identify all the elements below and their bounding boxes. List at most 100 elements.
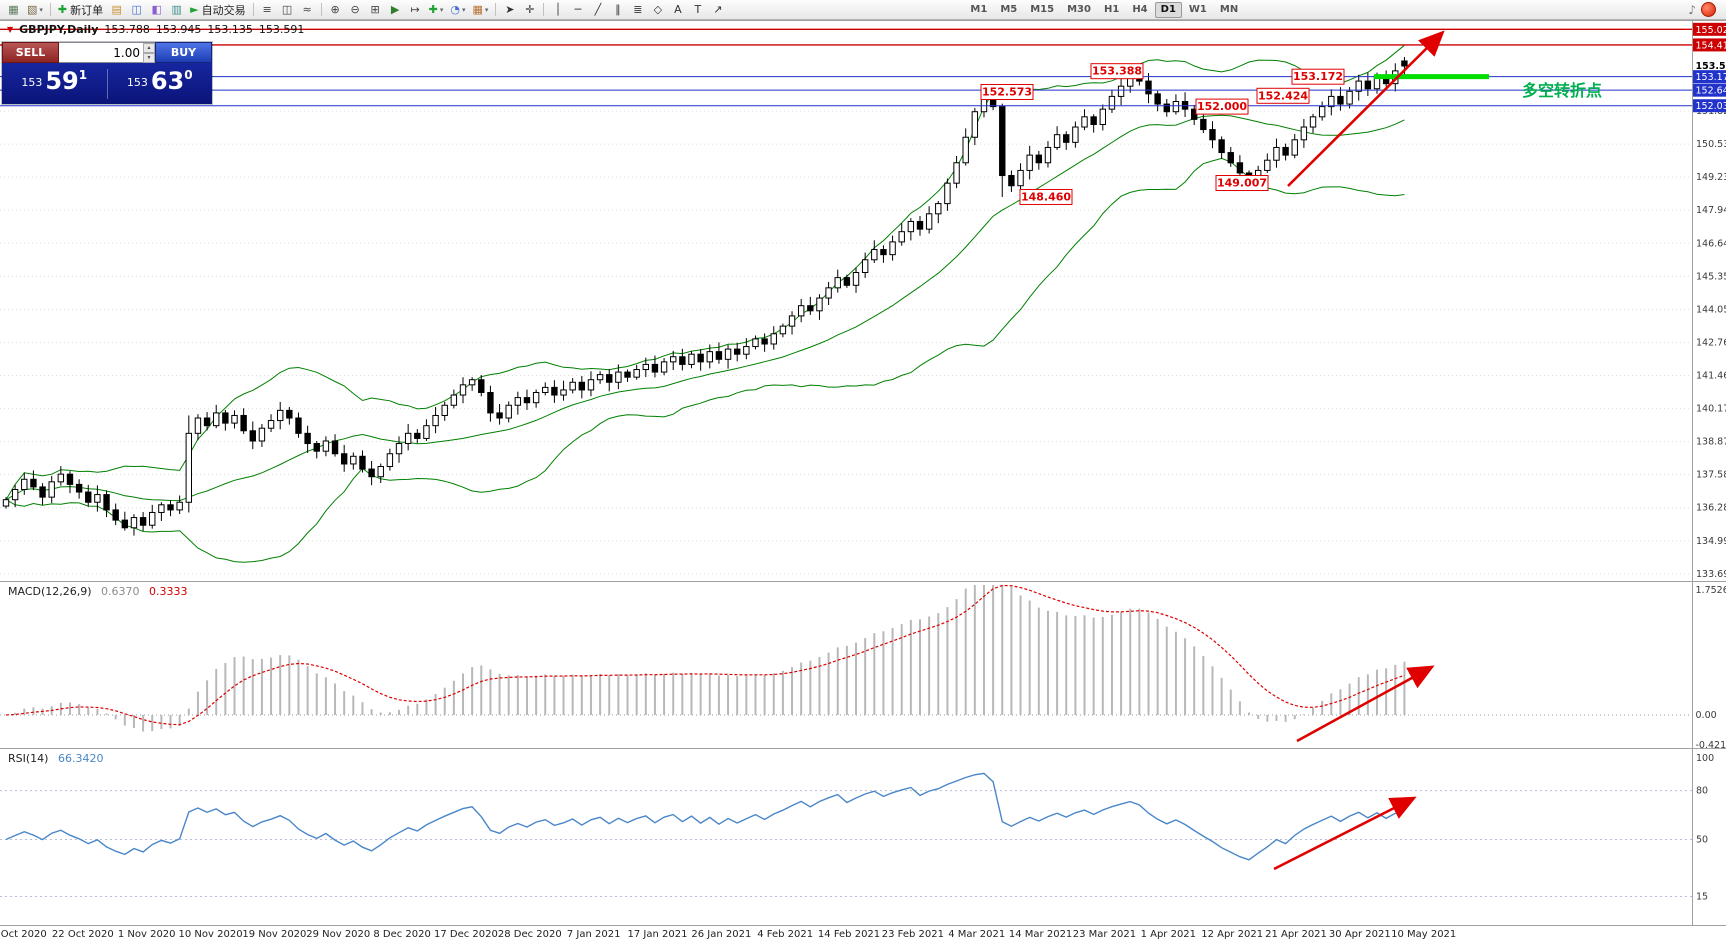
svg-text:134.990: 134.990 [1696,536,1726,547]
shapes-icon: ◇ [653,3,663,16]
bar-chart-icon: ≡ [262,3,272,16]
symbol-header: ▼ GBPJPY,Daily 153.788 153.945 153.135 1… [7,23,304,36]
trade-panel-controls: SELL 1.00 ▲ ▼ BUY [2,42,212,63]
text-label-icon[interactable]: T [688,1,707,18]
svg-text:137.580: 137.580 [1696,470,1726,481]
trend-arrow-rsi[interactable] [1273,796,1417,871]
timeframe-h4[interactable]: H4 [1126,2,1153,18]
trendline-icon[interactable]: ╱ [588,1,607,18]
data-window-icon[interactable]: ◫ [127,1,146,18]
cursor-icon[interactable]: ➤ [500,1,519,18]
crosshair-icon[interactable]: ✛ [520,1,539,18]
text-icon[interactable]: A [668,1,687,18]
bollinger-middle-band [5,114,1405,502]
buy-button[interactable]: BUY [155,42,212,63]
timeframe-m15[interactable]: M15 [1024,2,1060,18]
price-callout-152.000[interactable]: 152.000 [1195,98,1249,115]
vertical-line-icon[interactable]: │ [548,1,567,18]
horizontal-line-objects[interactable] [0,28,1692,107]
timeframe-d1[interactable]: D1 [1154,1,1182,18]
horizontal-line-icon[interactable]: ─ [568,1,587,18]
new-order-button[interactable]: ✚ 新订单 [55,1,106,18]
timeframe-m5[interactable]: M5 [994,2,1023,18]
price-callout-148.460[interactable]: 148.460 [1019,188,1073,205]
market-watch-icon[interactable]: ▤ [107,1,126,18]
date-label: 30 Apr 2021 [1329,929,1391,940]
shapes-icon[interactable]: ◇ [648,1,667,18]
notification-icon[interactable] [1701,2,1716,17]
candlestick-series [2,56,1408,536]
price-callout-153.388[interactable]: 153.388 [1090,63,1144,80]
terminal-icon: ▥ [171,3,182,16]
date-label: 19 Nov 2020 [242,929,306,940]
trend-arrow-macd[interactable] [1296,665,1435,743]
price-callout-152.573[interactable]: 152.573 [980,83,1034,100]
svg-text:0.00: 0.00 [1696,710,1717,721]
price-axis[interactable]: 151.825150.530149.235147.940146.645145.3… [1693,22,1726,903]
date-label: 8 Dec 2020 [373,929,431,940]
svg-text:152.000: 152.000 [1197,100,1247,113]
channel-icon[interactable]: ∥ [608,1,627,18]
svg-text:153.388: 153.388 [1092,65,1142,78]
timeframe-m1[interactable]: M1 [964,2,993,18]
sell-button[interactable]: SELL [2,42,59,63]
trend-arrow-main[interactable] [1287,30,1445,187]
zoom-in-icon[interactable]: ⊕ [326,1,345,18]
zoom-out-icon[interactable]: ⊖ [346,1,365,18]
bar-chart-icon[interactable]: ≡ [258,1,277,18]
svg-text:152.035: 152.035 [1696,101,1726,112]
volume-value[interactable]: 1.00 [113,45,140,60]
auto-scroll-icon: ▶ [390,3,400,16]
autotrading-button: ► [190,3,199,16]
fibonacci-icon[interactable]: ≣ [628,1,647,18]
price-callout-153.172[interactable]: 153.172 [1291,68,1345,85]
pane-separators[interactable] [0,20,1726,926]
oneclick-collapse-icon[interactable]: ▼ [7,25,14,34]
grid-icon[interactable]: ⊞ [366,1,385,18]
indicators-icon[interactable]: ✚ ▾ [426,1,447,18]
auto-scroll-icon[interactable]: ▶ [386,1,405,18]
templates-icon[interactable]: ▦ ▾ [469,1,491,18]
svg-text:153.591: 153.591 [1696,61,1726,72]
timeframe-m30[interactable]: M30 [1061,2,1097,18]
terminal-icon[interactable]: ▥ [167,1,186,18]
volume-increase-button[interactable]: ▲ [143,42,155,53]
rsi-pane [0,772,1692,898]
price-callout-152.424[interactable]: 152.424 [1256,87,1310,104]
periods-icon[interactable]: ◔ ▾ [447,1,468,18]
grid-icon: ⊞ [370,3,380,16]
quote-divider [106,68,108,99]
svg-text:142.760: 142.760 [1696,337,1726,348]
timeframe-h1[interactable]: H1 [1098,2,1125,18]
sound-icon[interactable]: ♪ [1688,2,1696,17]
horizontal-line-icon: ─ [574,3,582,16]
ohlc-low: 153.135 [207,23,253,36]
timeframe-mn[interactable]: MN [1214,2,1244,18]
line-chart-icon[interactable]: ≈ [298,1,317,18]
timeframe-w1[interactable]: W1 [1183,2,1213,18]
ask-price: 153 63 0 [108,68,213,97]
date-label: 1 Nov 2020 [118,929,176,940]
new-chart-icon[interactable]: ▦ [4,1,23,18]
price-grid [0,110,1692,575]
navigator-icon[interactable]: ◧ [147,1,166,18]
chart-annotations[interactable]: 多空转折点 152.573 153.388 152.000 152.424 153.172… [980,30,1602,871]
arrows-icon[interactable]: ↗ [708,1,727,18]
date-label: 10 May 2021 [1391,929,1456,940]
text-icon: A [674,3,682,16]
svg-text:152.424: 152.424 [1258,89,1308,102]
symbol-name: GBPJPY,Daily [19,23,99,36]
price-callout-149.007[interactable]: 149.007 [1215,175,1269,192]
svg-text:141.465: 141.465 [1696,371,1726,382]
templates-icon: ▦ [472,3,483,16]
fibonacci-icon: ≣ [633,3,643,16]
volume-field[interactable]: 1.00 ▲ ▼ [59,42,155,63]
chart-shift-icon[interactable]: ↦ [406,1,425,18]
autotrading-button[interactable]: ► 自动交易 [187,1,248,18]
candlestick-chart-icon[interactable]: ◫ [278,1,297,18]
profiles-icon[interactable]: ▧ ▾ [24,1,46,18]
volume-decrease-button[interactable]: ▼ [143,52,155,63]
bid-pips: 59 [45,66,79,95]
